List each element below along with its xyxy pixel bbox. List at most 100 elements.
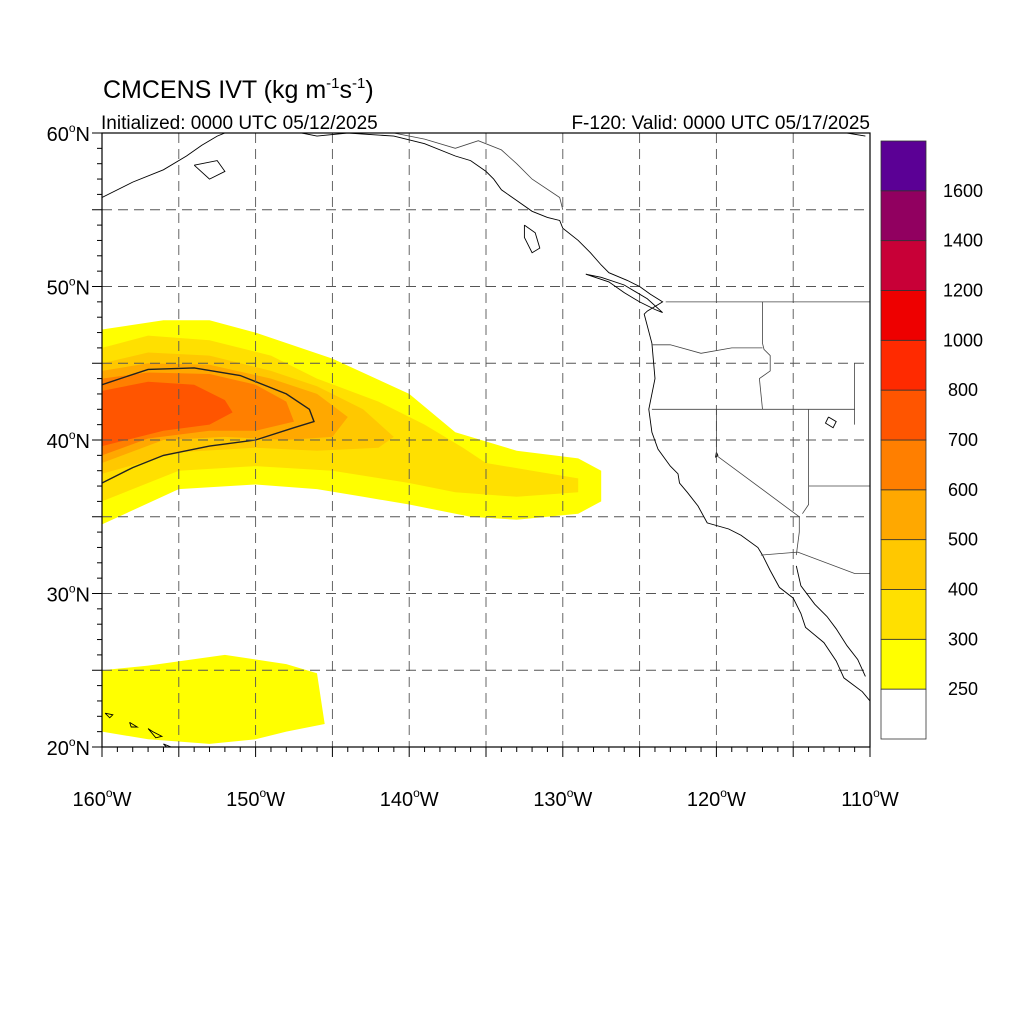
initialized-label: Initialized: 0000 UTC 05/12/2025	[101, 113, 378, 134]
coastline	[523, 224, 541, 254]
state-border	[716, 409, 800, 556]
colorbar-level-label: 300	[948, 629, 978, 649]
lon-tick-label: 140oW	[380, 786, 439, 811]
lat-tick-label: 60oN	[47, 121, 90, 146]
colorbar-level-label: 700	[948, 430, 978, 450]
ivt-region-250	[102, 654, 325, 744]
lon-tick-degrees: 130	[533, 789, 566, 811]
colorbar-box	[880, 589, 927, 640]
coastline	[193, 160, 226, 180]
lon-tick-degrees: 120	[687, 789, 720, 811]
state-border	[758, 301, 771, 410]
lat-tick-hemisphere: N	[76, 124, 90, 146]
colorbar-box	[880, 688, 927, 740]
lat-tick-hemisphere: N	[76, 585, 90, 607]
lake-outline	[824, 416, 837, 429]
lat-tick-label: 40oN	[47, 428, 90, 453]
gridlines	[102, 133, 870, 747]
degree-symbol: o	[720, 786, 727, 800]
colorbar-level-label: 1000	[943, 330, 983, 350]
axis-ticks	[92, 132, 871, 757]
coastline	[102, 133, 226, 198]
ivt-shading	[102, 320, 602, 744]
colorbar-box	[880, 339, 927, 391]
degree-symbol: o	[69, 735, 76, 749]
lon-tick-degrees: 150	[226, 789, 259, 811]
colorbar-level-label: 800	[948, 380, 978, 400]
map-area	[102, 133, 870, 747]
lat-tick-hemisphere: N	[76, 278, 90, 300]
colorbar-box	[880, 240, 927, 291]
lat-tick-label: 30oN	[47, 582, 90, 607]
lon-tick-label: 110oW	[841, 786, 899, 811]
coastline	[795, 565, 866, 677]
degree-symbol: o	[873, 786, 880, 800]
political-borders	[393, 133, 870, 574]
coastline	[301, 133, 870, 702]
lat-tick-label: 50oN	[47, 275, 90, 300]
degree-symbol: o	[69, 428, 76, 442]
colorbar-level-label: 1200	[943, 281, 983, 301]
ivt-contour-line	[102, 367, 315, 484]
coastline	[104, 712, 114, 719]
colorbar-box	[880, 140, 927, 192]
lon-tick-label: 120oW	[687, 786, 746, 811]
lon-tick-hemisphere: W	[113, 789, 132, 811]
state-border	[393, 133, 564, 210]
degree-symbol: o	[259, 786, 266, 800]
lon-tick-hemisphere: W	[420, 789, 439, 811]
colorbar-box	[880, 638, 927, 690]
colorbar-level-label: 1400	[943, 231, 983, 251]
colorbar-level-label: 600	[948, 480, 978, 500]
lat-tick-hemisphere: N	[76, 738, 90, 760]
lon-tick-label: 130oW	[533, 786, 592, 811]
lat-tick-label: 20oN	[47, 735, 90, 760]
colorbar-level-label: 400	[948, 580, 978, 600]
degree-symbol: o	[413, 786, 420, 800]
lon-tick-degrees: 140	[380, 789, 413, 811]
lat-tick-degrees: 40	[47, 431, 69, 453]
lon-tick-hemisphere: W	[727, 789, 746, 811]
axis-labels: 160oW 150oW 140oW 130oW 120oW 110oW60oN50oN40…	[47, 121, 899, 811]
lat-tick-hemisphere: N	[76, 431, 90, 453]
state-border	[651, 344, 763, 354]
colorbar-level-label: 1600	[943, 181, 983, 201]
colorbar-labels: 250 300 400 500 600 700 800 1000 1200 1400 1600	[943, 181, 983, 699]
colorbar-box	[880, 539, 927, 590]
lon-tick-degrees: 160	[73, 789, 106, 811]
lat-tick-degrees: 20	[47, 738, 69, 760]
lat-tick-degrees: 30	[47, 585, 69, 607]
colorbar-box	[880, 389, 927, 441]
coastline	[129, 722, 139, 728]
coastline	[147, 728, 164, 739]
lon-tick-hemisphere: W	[573, 789, 592, 811]
coastline	[163, 743, 173, 747]
ivt-region-700	[102, 381, 233, 447]
coastline	[585, 273, 663, 314]
chart-title: CMCENS IVT (kg m-1s-1)	[103, 75, 374, 104]
lon-tick-label: 160oW	[73, 786, 132, 811]
state-border	[802, 409, 809, 514]
colorbar-box	[880, 489, 927, 540]
state-border	[760, 551, 870, 574]
colorbar-box	[880, 439, 927, 491]
colorbar	[880, 140, 927, 740]
lat-tick-degrees: 60	[47, 124, 69, 146]
lon-tick-hemisphere: W	[266, 789, 285, 811]
degree-symbol: o	[69, 121, 76, 135]
lat-tick-degrees: 50	[47, 278, 69, 300]
colorbar-level-label: 500	[948, 530, 978, 550]
valid-label: F-120: Valid: 0000 UTC 05/17/2025	[571, 113, 870, 134]
degree-symbol: o	[69, 582, 76, 596]
degree-symbol: o	[69, 275, 76, 289]
lon-tick-hemisphere: W	[880, 789, 899, 811]
ivt-contour	[102, 367, 315, 484]
lon-tick-label: 150oW	[226, 786, 285, 811]
degree-symbol: o	[106, 786, 113, 800]
colorbar-box	[880, 190, 927, 242]
lon-tick-degrees: 110	[841, 789, 873, 811]
colorbar-level-label: 250	[948, 679, 978, 699]
colorbar-box	[880, 290, 927, 341]
